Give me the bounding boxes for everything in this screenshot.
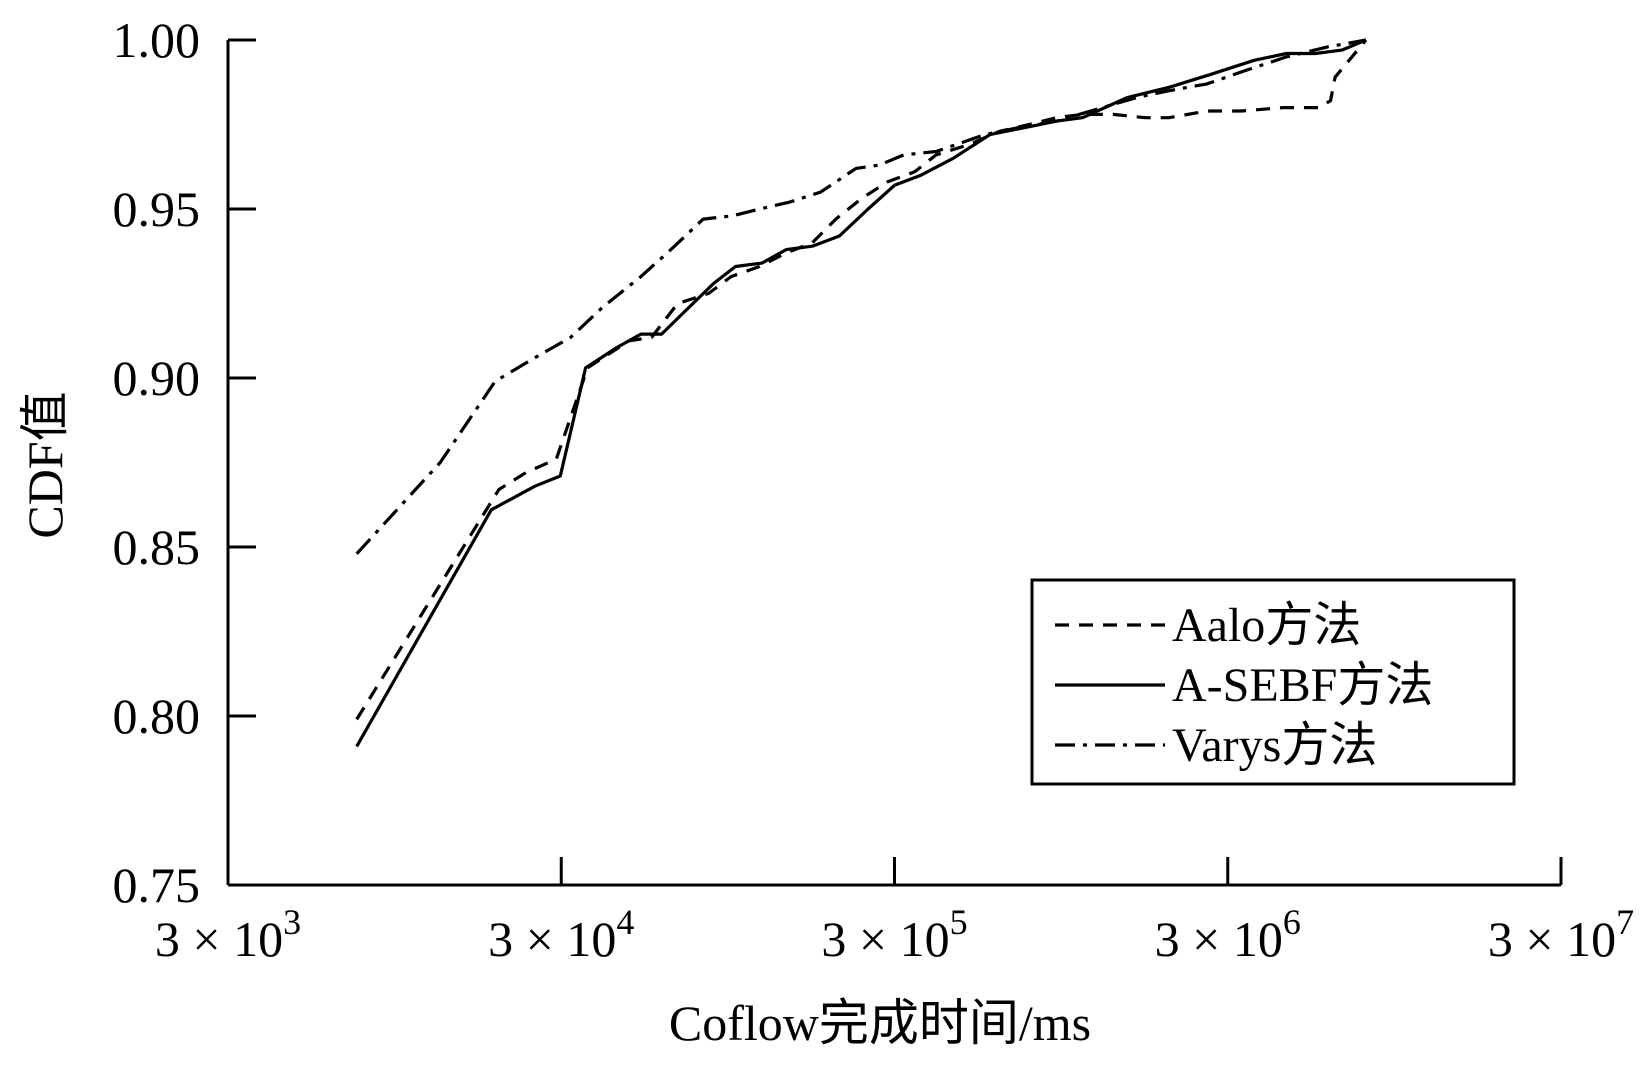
x-tick-label: 3 × 105 — [821, 902, 967, 967]
x-tick-label: 3 × 106 — [1155, 902, 1301, 967]
x-tick-label: 3 × 103 — [155, 902, 301, 967]
y-tick-label: 0.85 — [113, 519, 201, 575]
legend-label-asebf: A-SEBF方法 — [1172, 659, 1433, 712]
legend-box — [1030, 578, 1516, 786]
y-tick-label: 1.00 — [113, 12, 201, 68]
series — [355, 38, 1368, 748]
y-tick-label: 0.95 — [113, 181, 201, 237]
legend: Aalo方法 A-SEBF方法 Varys方法 — [1030, 578, 1516, 786]
x-tick-label: 3 × 107 — [1488, 902, 1634, 967]
legend-label-varys: Varys方法 — [1172, 719, 1377, 772]
x-tick-label: 3 × 104 — [488, 902, 634, 967]
x-ticks: 3 × 103 3 × 104 3 × 105 3 × 106 3 × 107 — [155, 857, 1634, 967]
series-line-asebf — [355, 38, 1367, 748]
y-ticks: 0.75 0.80 0.85 0.90 0.95 1.00 — [113, 12, 256, 913]
x-axis-title: Coflow完成时间/ms — [669, 995, 1091, 1051]
y-tick-label: 0.80 — [113, 688, 201, 744]
y-axis-title: CDF值 — [17, 391, 73, 538]
y-tick-label: 0.75 — [113, 857, 201, 913]
legend-label-aalo: Aalo方法 — [1172, 599, 1361, 652]
y-tick-label: 0.90 — [113, 350, 201, 406]
series-line-varys — [355, 38, 1367, 555]
